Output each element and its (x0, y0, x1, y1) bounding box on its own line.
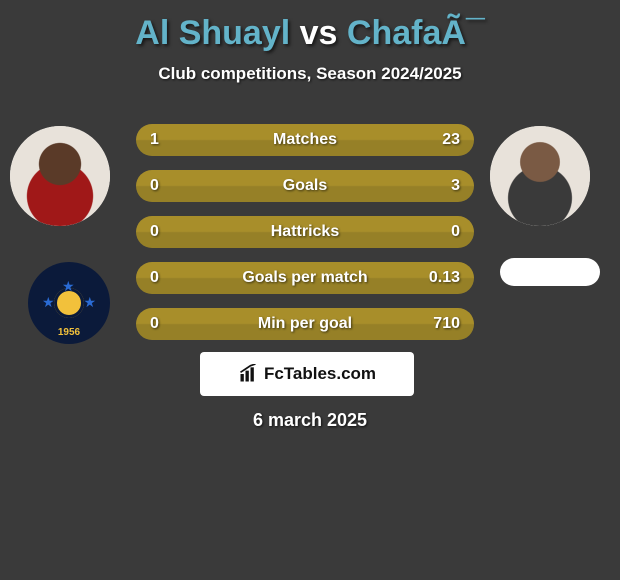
player2-club-crest (500, 258, 600, 286)
title-player1: Al Shuayl (135, 14, 290, 52)
date-text: 6 march 2025 (0, 410, 620, 431)
stat-label: Goals (136, 177, 474, 195)
stat-row-goals: 0 Goals 3 (136, 170, 474, 202)
stat-row-matches: 1 Matches 23 (136, 124, 474, 156)
stat-label: Hattricks (136, 223, 474, 241)
title: Al Shuayl vs ChafaÃ¯ (0, 14, 620, 53)
player1-club-crest: ★ ★ ★ 1956 (28, 262, 110, 344)
branding-text: FcTables.com (264, 364, 376, 384)
player2-face-placeholder (490, 126, 590, 226)
crest-star-icon: ★ (83, 294, 96, 311)
stat-label: Goals per match (136, 269, 474, 287)
bar-chart-icon (238, 364, 258, 384)
stat-row-mpg: 0 Min per goal 710 (136, 308, 474, 340)
crest-star-icon: ★ (42, 294, 55, 311)
stat-label: Matches (136, 131, 474, 149)
player1-face-placeholder (10, 126, 110, 226)
crest-star-icon: ★ (62, 278, 75, 295)
crest-ball-icon: ★ ★ ★ (54, 288, 84, 318)
player2-avatar (490, 126, 590, 226)
subtitle: Club competitions, Season 2024/2025 (0, 64, 620, 84)
title-player2: ChafaÃ¯ (347, 14, 485, 52)
title-vs: vs (290, 14, 347, 52)
stat-row-hattricks: 0 Hattricks 0 (136, 216, 474, 248)
branding-badge: FcTables.com (200, 352, 414, 396)
stat-label: Min per goal (136, 315, 474, 333)
stat-row-gpm: 0 Goals per match 0.13 (136, 262, 474, 294)
player1-avatar (10, 126, 110, 226)
crest-year: 1956 (28, 327, 110, 338)
comparison-graphic: Al Shuayl vs ChafaÃ¯ Club competitions, … (0, 0, 620, 580)
